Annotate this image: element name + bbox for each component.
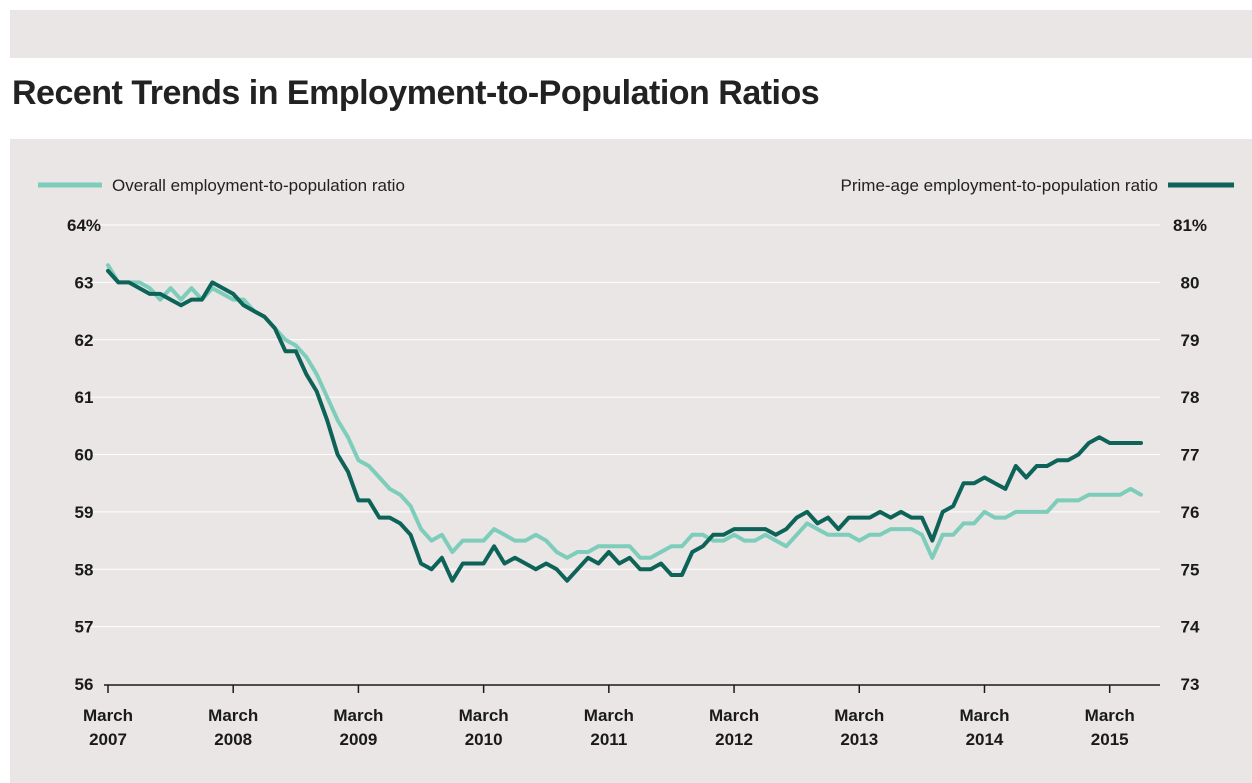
x-tick-label-month: March [584, 706, 634, 725]
top-banner [10, 10, 1252, 58]
x-tick-label-month: March [1085, 706, 1135, 725]
x-tick-label-month: March [709, 706, 759, 725]
y-left-tick-label: 62 [75, 331, 94, 350]
legend-label-prime-age: Prime-age employment-to-population ratio [841, 176, 1159, 195]
y-left-tick-label: 57 [75, 618, 94, 637]
y-left-tick-label: 61 [75, 388, 94, 407]
y-left-tick-label: 60 [75, 446, 94, 465]
y-right-tick-label: 80 [1181, 273, 1200, 292]
x-tick-label-year: 2013 [840, 730, 878, 749]
x-tick-label-year: 2010 [465, 730, 503, 749]
x-tick-label-year: 2012 [715, 730, 753, 749]
y-right-tick-label: 76 [1181, 503, 1200, 522]
y-left-tick-label: 56 [75, 675, 94, 694]
x-tick-label-month: March [83, 706, 133, 725]
gridlines [80, 224, 1160, 628]
y-left-tick-label: 59 [75, 503, 94, 522]
page-title: Recent Trends in Employment-to-Populatio… [12, 74, 820, 112]
x-tick-label-year: 2009 [340, 730, 378, 749]
x-tick-label-year: 2007 [89, 730, 127, 749]
y-right-tick-label: 78 [1181, 388, 1200, 407]
x-tick-label-month: March [333, 706, 383, 725]
y-left-tick-label: 58 [75, 560, 94, 579]
y-left-tick-label: 64% [67, 216, 101, 235]
chart-panel [10, 139, 1252, 783]
y-right-tick-label: 77 [1181, 446, 1200, 465]
x-tick-label-month: March [959, 706, 1009, 725]
x-tick-label-year: 2014 [966, 730, 1004, 749]
series-line-overall [106, 263, 1143, 560]
x-tick-label-year: 2015 [1091, 730, 1129, 749]
y-left-tick-label: 63 [75, 273, 94, 292]
y-right-tick-label: 75 [1181, 560, 1200, 579]
y-right-tick-label: 73 [1181, 675, 1200, 694]
y-right-tick-label: 81% [1173, 216, 1207, 235]
y-right-tick-label: 79 [1181, 331, 1200, 350]
y-right-tick-label: 74 [1181, 618, 1200, 637]
legend: Overall employment-to-population ratio P… [38, 176, 1234, 195]
x-tick-label-month: March [208, 706, 258, 725]
x-tick-label-month: March [459, 706, 509, 725]
series-lines [106, 263, 1143, 583]
right-y-axis: 73 74 75 76 77 78 79 80 81% [1173, 216, 1207, 694]
x-tick-label-month: March [834, 706, 884, 725]
legend-label-overall: Overall employment-to-population ratio [112, 176, 405, 195]
x-tick-label-year: 2011 [590, 730, 627, 749]
left-y-axis: 56 57 58 59 60 61 62 63 64% [67, 216, 101, 694]
x-axis: March 2007 March 2008 March 2009 March 2010 Marc… [83, 684, 1160, 749]
series-line-prime-age [106, 268, 1143, 583]
x-tick-label-year: 2008 [214, 730, 252, 749]
